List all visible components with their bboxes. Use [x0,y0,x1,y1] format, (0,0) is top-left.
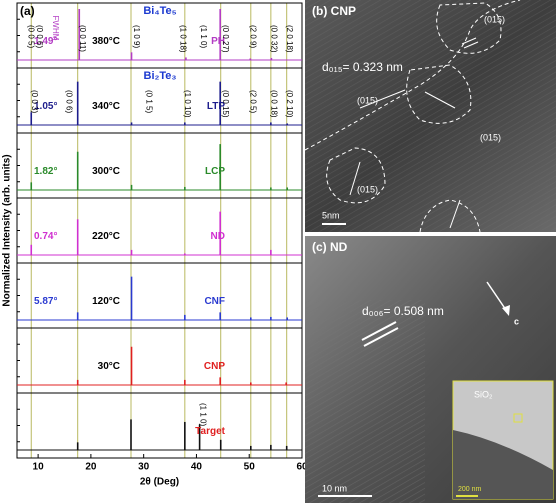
peak-label: (0 1 5) [144,90,153,113]
pointer [424,91,456,109]
sample-label: LCP [205,166,225,177]
temperature-label: 120°C [92,296,120,307]
lattice [305,300,425,503]
inset-scale-label: 200 nm [458,486,482,493]
tem-image-b: (b) CNP d₀₁₅= 0.323 nm (015) (015) (015)… [304,0,556,233]
peak-label: (0 0 18) [269,90,278,118]
temperature-label: 300°C [92,166,120,177]
temperature-label: 340°C [92,101,120,112]
sample-label: CNP [204,361,225,372]
mark [461,37,477,45]
spacing-mark [361,321,397,341]
peak-label: (1 0 9) [132,25,141,48]
panel-frame [16,132,303,199]
spacing-mark [363,327,399,347]
arrowhead [502,305,510,316]
scale-label: 5nm [322,210,340,220]
panel-frame [16,262,303,329]
panel-frame [16,197,303,264]
tem-image-c: (c) ND d₀₀₆= 0.508 nm c SiO₂ 10 nm 200 n… [305,236,556,503]
peak-label: (2 0 5) [248,90,257,113]
peak-label: (0 0 27) [221,25,230,53]
axis-label: c [514,316,519,326]
x-tick-label: 60 [296,462,308,473]
mark [463,41,479,49]
c-axis-arrow [486,281,507,311]
lattice [305,0,556,232]
boundary [304,0,521,151]
scale-label: 10 nm [322,483,347,493]
peak-label: (0 0 3) [30,90,39,113]
phase-label: Bi₄Te₅ [143,5,176,17]
peak-label: (2 0 18) [285,25,294,53]
boundary [326,147,386,204]
temperature-label: 220°C [92,231,120,242]
sample-label: ND [211,231,225,242]
peak-label: (0 0 32) [269,25,278,53]
fwhm-label: 1.82° [34,166,57,177]
fwhm-title: FWHM [51,16,60,41]
x-axis-label: 2θ (Deg) [140,477,179,488]
fwhm-label: 5.87° [34,296,57,307]
peak-label: (1 0 18) [179,25,188,53]
spacing-label: d₀₀₆= 0.508 nm [362,304,444,318]
peak-label: (0 0 11) [78,25,87,52]
sample-label: Target [195,426,225,437]
plane-label: (015) [357,95,378,105]
peak-label: (0 2 10) [285,90,294,118]
boundary [419,199,481,233]
temperature-label: 30°C [98,361,120,372]
peak-label: (2 0 9) [248,25,257,48]
pointer [349,161,361,196]
peak-label: (0 0 5) [27,25,36,48]
boundary [436,2,502,54]
sample-label: PH [211,36,225,47]
fwhm-label: 0.74° [34,231,57,242]
peak-label: (0 0 6) [35,25,44,48]
x-tick-label: 50 [244,462,256,473]
fwhm-label: 1.49° [34,36,57,47]
panel-frame [16,392,303,459]
peak-label: (1 0 10) [183,90,192,118]
peak-label: (1 1 0) [199,403,208,426]
x-tick-label: 10 [33,462,45,473]
peak-label: (1 1 0) [199,25,208,48]
image-label: (c) ND [312,240,348,254]
sample-label: CNF [204,296,225,307]
spacing-label: d₀₁₅= 0.323 nm [322,60,403,74]
phase-label: Bi₂Te₃ [144,70,177,82]
peak-label: (0 0 6) [65,90,74,113]
peak-label: (0 0 15) [221,90,230,118]
x-tick-label: 20 [85,462,97,473]
pointer [359,89,406,109]
x-tick-label: 30 [138,462,150,473]
temperature-label: 380°C [92,36,120,47]
boundary [406,64,472,124]
fwhm-label: 1.05° [34,101,57,112]
inset-label: SiO₂ [474,389,493,399]
plane-label: (015) [357,184,378,194]
plane-label: (015) [480,132,501,142]
pointer [449,199,461,229]
inset-film [453,430,553,499]
image-label: (b) CNP [312,4,356,18]
sample-label: LTP [207,101,225,112]
plane-label: (015) [484,14,505,24]
y-axis-label: Normalized Intensity (arb. units) [2,154,13,306]
x-tick-label: 40 [191,462,203,473]
inset-box [513,413,523,423]
panel-label: (a) [20,4,35,18]
panel-frame [16,327,303,394]
